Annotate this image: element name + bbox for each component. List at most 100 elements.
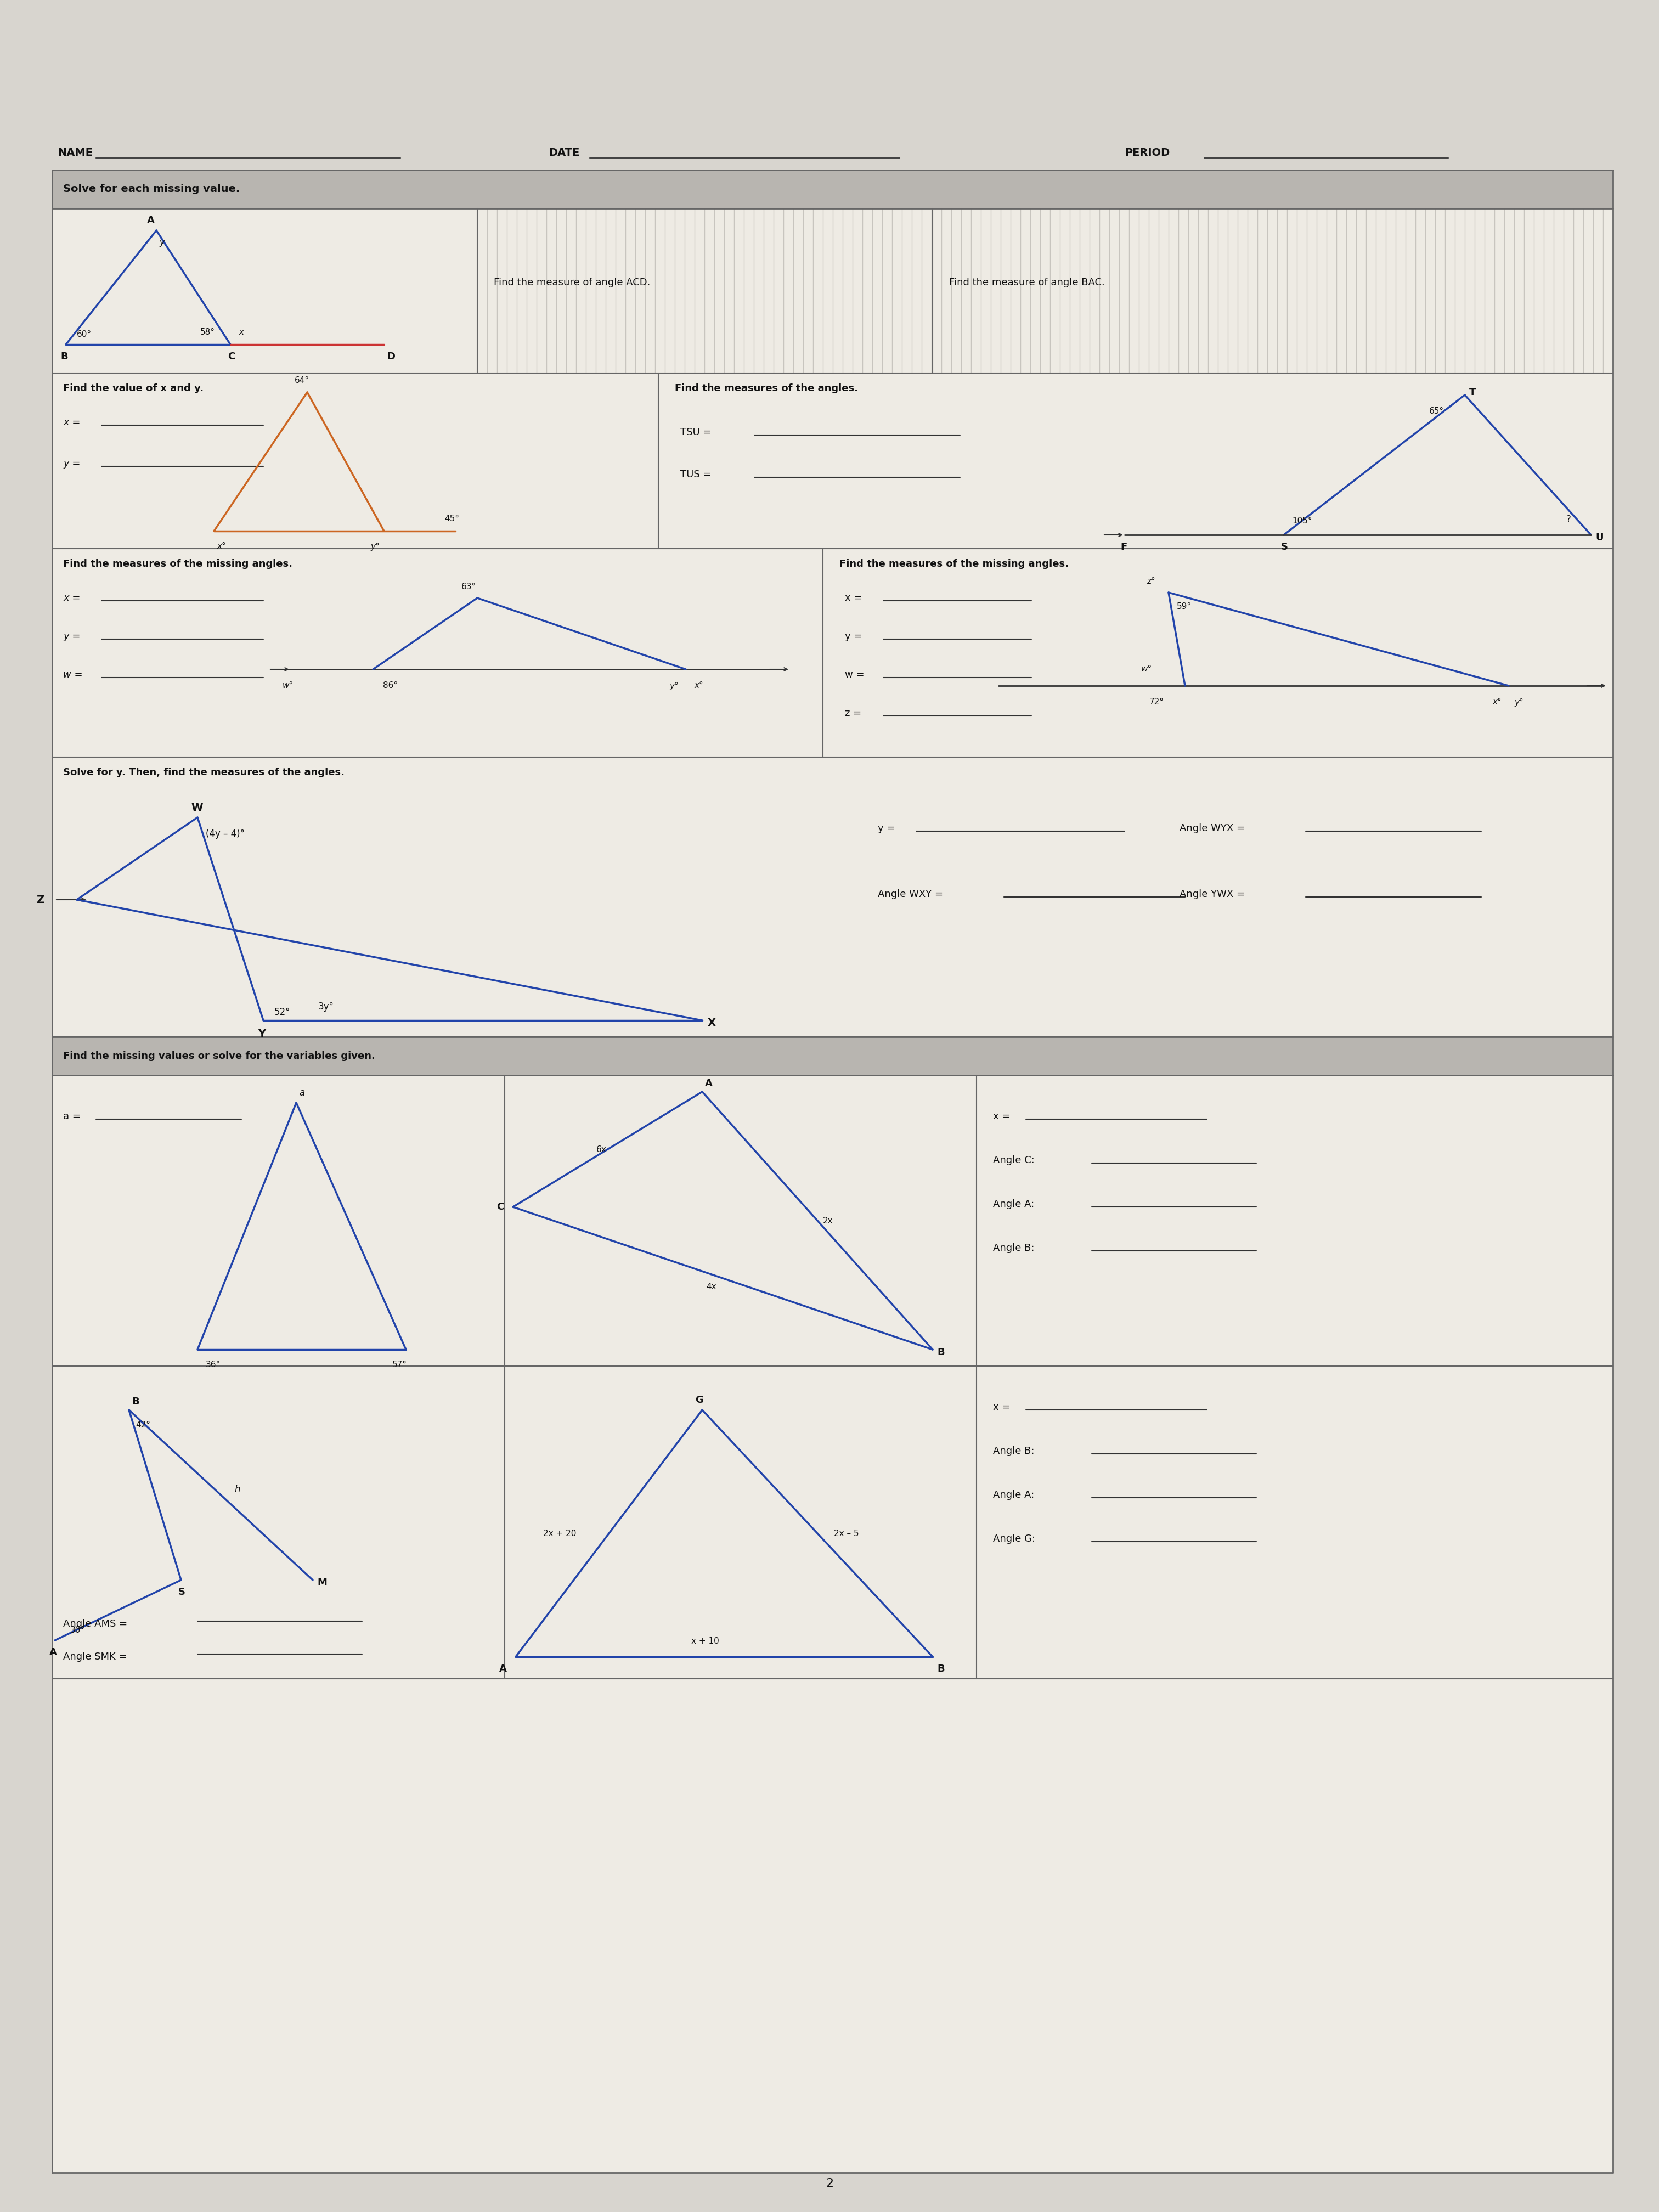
Text: B: B xyxy=(937,1663,944,1674)
Text: y: y xyxy=(159,239,164,246)
Text: x =: x = xyxy=(63,593,80,604)
Text: y =: y = xyxy=(63,458,80,469)
Text: h: h xyxy=(234,1484,241,1495)
Text: x =: x = xyxy=(994,1110,1010,1121)
Text: G: G xyxy=(695,1396,703,1405)
Text: DATE: DATE xyxy=(549,148,579,157)
Text: Angle YWX =: Angle YWX = xyxy=(1180,889,1244,898)
Text: 105°: 105° xyxy=(1292,518,1312,524)
Text: 3y°: 3y° xyxy=(319,1002,333,1011)
Text: A: A xyxy=(148,215,154,226)
Text: y =: y = xyxy=(878,823,894,834)
Text: Find the measures of the missing angles.: Find the measures of the missing angles. xyxy=(63,560,292,568)
Text: 63°: 63° xyxy=(461,584,476,591)
Text: NAME: NAME xyxy=(58,148,93,157)
Text: Angle A:: Angle A: xyxy=(994,1199,1034,1210)
Text: Angle C:: Angle C: xyxy=(994,1155,1035,1166)
Text: Angle B:: Angle B: xyxy=(994,1447,1035,1455)
Text: Y: Y xyxy=(257,1029,265,1040)
Text: M: M xyxy=(317,1577,327,1588)
Text: Find the measure of angle BAC.: Find the measure of angle BAC. xyxy=(949,276,1105,288)
Text: PERIOD: PERIOD xyxy=(1125,148,1170,157)
Text: 2x: 2x xyxy=(823,1217,833,1225)
Text: y =: y = xyxy=(844,630,863,641)
Text: W: W xyxy=(191,803,202,812)
Text: Find the value of x and y.: Find the value of x and y. xyxy=(63,383,204,394)
Text: x + 10: x + 10 xyxy=(692,1637,718,1646)
Text: C: C xyxy=(496,1201,504,1212)
Text: w°: w° xyxy=(1141,666,1151,672)
Text: S: S xyxy=(178,1588,186,1597)
Text: ?: ? xyxy=(1566,515,1571,524)
Text: x =: x = xyxy=(994,1402,1010,1411)
Text: 42°: 42° xyxy=(136,1420,151,1429)
Text: y°: y° xyxy=(370,542,380,551)
Text: T: T xyxy=(1470,387,1477,398)
Text: F: F xyxy=(1120,542,1126,553)
Text: B: B xyxy=(937,1347,944,1358)
Text: 86°: 86° xyxy=(383,681,398,690)
Bar xyxy=(51,170,1613,208)
Text: A: A xyxy=(705,1079,713,1088)
Text: 60°: 60° xyxy=(76,330,91,338)
Text: 72°: 72° xyxy=(1150,699,1165,706)
Text: 2x – 5: 2x – 5 xyxy=(834,1528,859,1537)
Text: 52°: 52° xyxy=(274,1006,290,1018)
Text: Angle WXY =: Angle WXY = xyxy=(878,889,942,898)
Text: Angle B:: Angle B: xyxy=(994,1243,1035,1252)
Text: 58°: 58° xyxy=(201,327,216,336)
Text: U: U xyxy=(1596,533,1603,542)
Text: Solve for each missing value.: Solve for each missing value. xyxy=(63,184,241,195)
Text: Angle WYX =: Angle WYX = xyxy=(1180,823,1244,834)
Text: x°: x° xyxy=(693,681,703,690)
Text: C: C xyxy=(227,352,236,361)
Text: 4x: 4x xyxy=(707,1283,717,1290)
Text: x°: x° xyxy=(1491,699,1501,706)
Text: A: A xyxy=(499,1663,508,1674)
Text: x: x xyxy=(239,327,244,336)
Text: 2x + 20: 2x + 20 xyxy=(542,1528,576,1537)
Text: X: X xyxy=(708,1018,717,1029)
Text: TUS =: TUS = xyxy=(680,469,712,480)
Text: w =: w = xyxy=(63,670,83,679)
Text: Angle G:: Angle G: xyxy=(994,1533,1035,1544)
Text: 30°: 30° xyxy=(70,1626,85,1635)
Text: a =: a = xyxy=(63,1110,81,1121)
Bar xyxy=(51,1037,1613,1075)
Text: S: S xyxy=(1281,542,1287,553)
Text: B: B xyxy=(60,352,68,361)
Text: Solve for y. Then, find the measures of the angles.: Solve for y. Then, find the measures of … xyxy=(63,768,345,776)
Text: 64°: 64° xyxy=(294,376,309,385)
Text: z =: z = xyxy=(844,708,861,719)
Text: TSU =: TSU = xyxy=(680,427,712,438)
Text: y°: y° xyxy=(1515,699,1523,706)
Text: (4y – 4)°: (4y – 4)° xyxy=(206,830,244,838)
Text: Find the measures of the angles.: Find the measures of the angles. xyxy=(675,383,858,394)
Text: Find the measures of the missing angles.: Find the measures of the missing angles. xyxy=(839,560,1068,568)
Bar xyxy=(51,208,478,374)
Text: x =: x = xyxy=(63,418,80,427)
Text: 59°: 59° xyxy=(1176,602,1191,611)
Text: 45°: 45° xyxy=(445,515,460,522)
Text: y°: y° xyxy=(669,681,679,690)
Text: Angle AMS =: Angle AMS = xyxy=(63,1619,128,1628)
Text: z°: z° xyxy=(1146,577,1155,586)
Text: Z: Z xyxy=(36,894,43,905)
Text: x°: x° xyxy=(217,542,226,551)
Text: y =: y = xyxy=(63,630,80,641)
Text: Find the measure of angle ACD.: Find the measure of angle ACD. xyxy=(494,276,650,288)
Text: Angle SMK =: Angle SMK = xyxy=(63,1652,128,1661)
Text: 65°: 65° xyxy=(1428,407,1443,416)
Text: Find the missing values or solve for the variables given.: Find the missing values or solve for the… xyxy=(63,1051,375,1062)
Text: 6x: 6x xyxy=(596,1146,607,1152)
Text: B: B xyxy=(131,1396,139,1407)
Text: D: D xyxy=(387,352,395,361)
Text: x =: x = xyxy=(844,593,863,604)
Text: Angle A:: Angle A: xyxy=(994,1491,1034,1500)
Text: 36°: 36° xyxy=(206,1360,221,1369)
Text: w =: w = xyxy=(844,670,864,679)
Text: a: a xyxy=(299,1088,305,1097)
Text: A: A xyxy=(50,1648,56,1657)
Text: w°: w° xyxy=(282,681,294,690)
Text: 57°: 57° xyxy=(392,1360,406,1369)
